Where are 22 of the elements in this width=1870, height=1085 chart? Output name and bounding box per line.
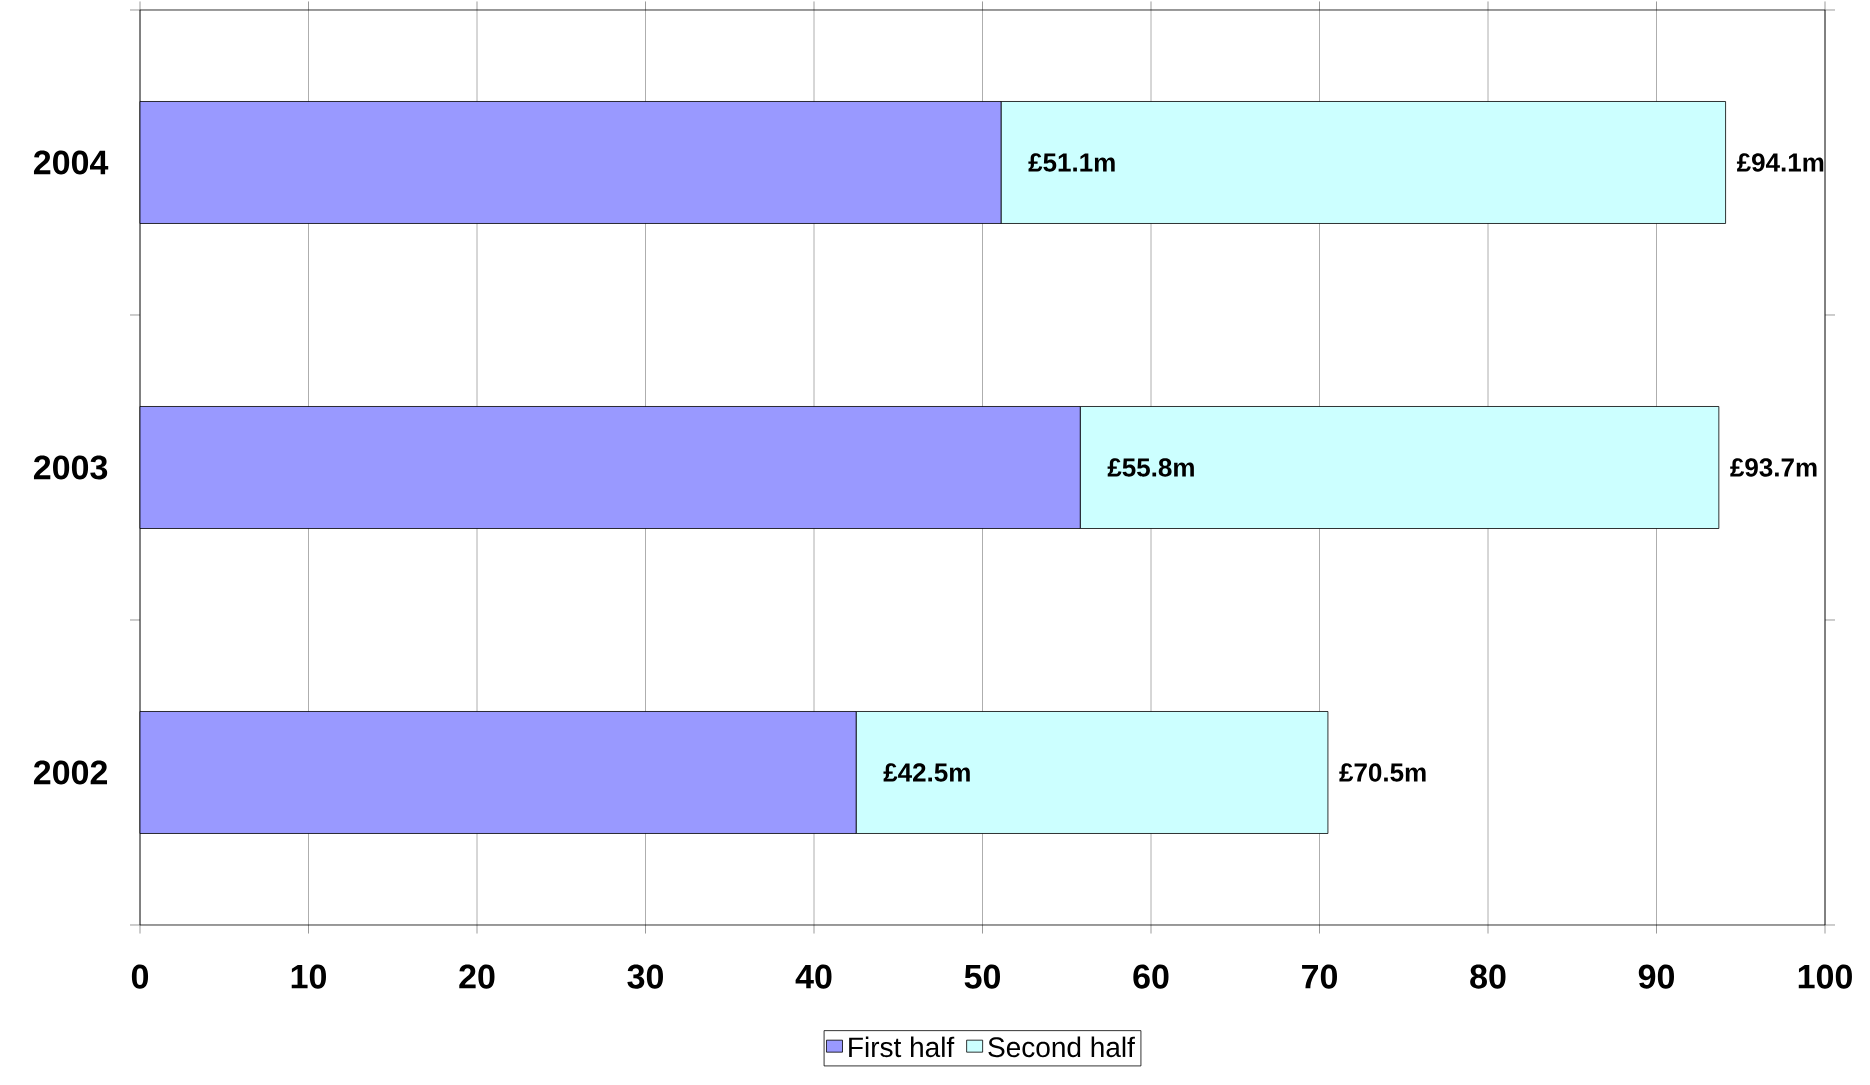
x-tick-label: 90 [1638, 964, 1675, 989]
x-tick-label: 50 [964, 964, 1001, 989]
data-label: £51.1m [1028, 153, 1115, 172]
legend-label: Second half [988, 1036, 1135, 1058]
x-tick-label: 100 [1798, 964, 1852, 989]
x-tick-label: 70 [1302, 964, 1338, 989]
data-label: £55.8m [1107, 458, 1194, 477]
x-tick-label: 0 [131, 964, 149, 989]
x-tick-label: 10 [291, 964, 326, 989]
y-tick-label: 2004 [33, 150, 109, 175]
x-tick-label: 20 [459, 964, 495, 989]
y-tick-label: 2003 [33, 455, 108, 480]
x-tick-label: 40 [795, 964, 832, 989]
total-label: £94.1m [1736, 153, 1824, 172]
x-tick-label: 30 [627, 964, 663, 989]
total-label: £93.7m [1730, 458, 1817, 477]
y-tick-label: 2002 [33, 760, 108, 785]
legend-label: First half [849, 1036, 955, 1058]
x-tick-label: 60 [1133, 964, 1169, 989]
total-label: £70.5m [1339, 763, 1426, 782]
data-label: £42.5m [883, 763, 970, 782]
x-tick-label: 80 [1470, 964, 1506, 989]
